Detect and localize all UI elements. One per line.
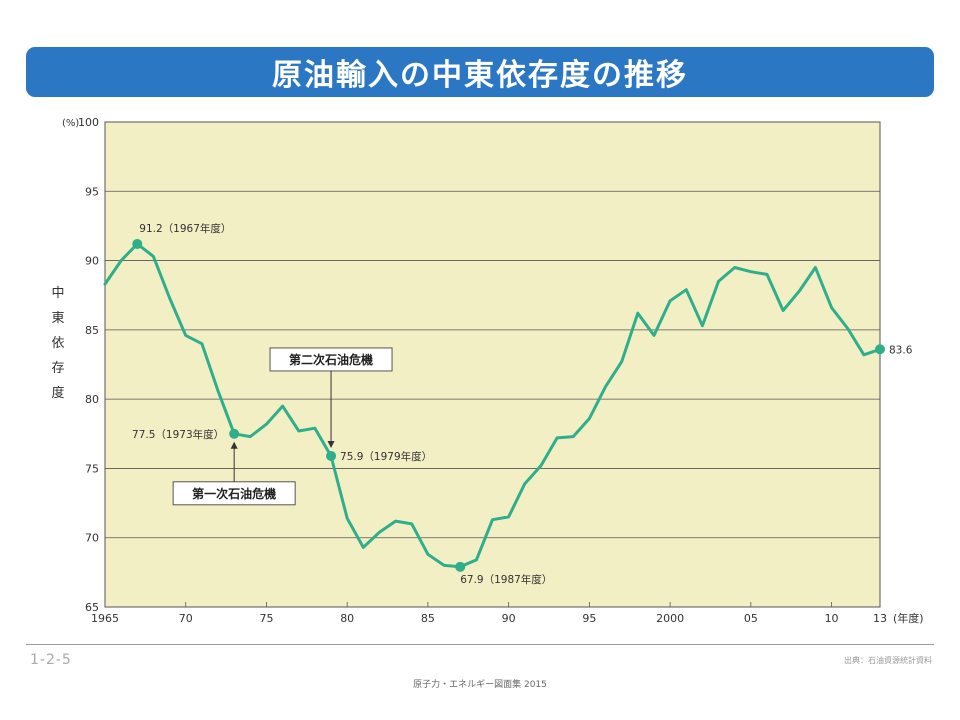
y-tick-labels: 65 70 75 80 85 90 95 100 [78, 116, 99, 614]
figure-number: 1-2-5 [30, 652, 72, 668]
x-tick-label: 13 [873, 612, 887, 625]
y-tick-label: 85 [85, 324, 99, 337]
page-title: 原油輸入の中東依存度の推移 [272, 58, 688, 93]
y-tick-label: 65 [85, 601, 99, 614]
y-axis-label-char: 度 [51, 385, 64, 401]
footer-divider [26, 644, 934, 645]
callout-label: 第一次石油危機 [192, 486, 276, 501]
x-tick-label: 90 [502, 612, 516, 625]
y-tick-label: 90 [85, 255, 99, 268]
dependency-line-chart: 65 70 75 80 85 90 95 100 1965 70 75 80 85 90 95 2000 05… [51, 116, 924, 625]
callout-arrowhead [327, 440, 335, 448]
gridlines [105, 190, 880, 539]
y-axis-label: 中東依存度 [51, 286, 64, 401]
y-axis-label-char: 中 [51, 286, 64, 301]
data-point-label: 83.6 [889, 344, 913, 356]
data-point-marker [229, 428, 240, 439]
data-point-label: 67.9（1987年度） [460, 573, 552, 586]
footer-caption: 原子力・エネルギー図面集 2015 [413, 680, 547, 690]
y-tick-label: 70 [85, 532, 99, 545]
y-tick-label: 100 [78, 116, 99, 129]
y-tick-label: 80 [85, 393, 99, 406]
x-tick-label: 10 [825, 612, 839, 625]
callout-arrowhead [230, 441, 238, 449]
y-axis-label-char: 依 [51, 336, 64, 351]
data-point-marker [132, 238, 143, 249]
y-tick-label: 95 [85, 185, 99, 198]
x-tick-labels: 1965 70 75 80 85 90 95 2000 05 10 13 [91, 602, 887, 625]
data-point-label: 77.5（1973年度） [132, 428, 224, 441]
x-tick-label: 1965 [91, 612, 119, 625]
callout-label: 第二次石油危機 [289, 352, 373, 367]
x-tick-label: 80 [340, 612, 354, 625]
x-tick-label: 70 [179, 612, 193, 625]
data-point-marker [326, 450, 337, 461]
x-tick-label: 05 [744, 612, 758, 625]
source-note: 出典：石油資源統計資料 [844, 656, 932, 665]
x-tick-label: 85 [421, 612, 435, 625]
data-point-label: 91.2（1967年度） [139, 222, 231, 235]
x-tick-label: 2000 [656, 612, 684, 625]
title-banner: 原油輸入の中東依存度の推移 [26, 47, 934, 97]
y-axis-label-char: 東 [51, 310, 64, 326]
data-point-label: 75.9（1979年度） [340, 450, 432, 463]
y-unit-label: (%) [62, 118, 79, 129]
data-point-marker [875, 344, 885, 355]
data-point-marker [455, 561, 466, 572]
y-axis-label-char: 存 [51, 361, 64, 376]
marker-layer: 91.2（1967年度） 77.5（1973年度） 75.9（1979年度） 67.9… [132, 222, 913, 586]
y-tick-label: 75 [85, 462, 99, 475]
callout-layer: 第一次石油危機 第二次石油危機 [172, 347, 393, 506]
plot-background [104, 121, 881, 608]
x-unit-label: (年度) [893, 611, 924, 625]
x-tick-label: 75 [259, 612, 273, 625]
x-tick-label: 95 [582, 612, 596, 625]
